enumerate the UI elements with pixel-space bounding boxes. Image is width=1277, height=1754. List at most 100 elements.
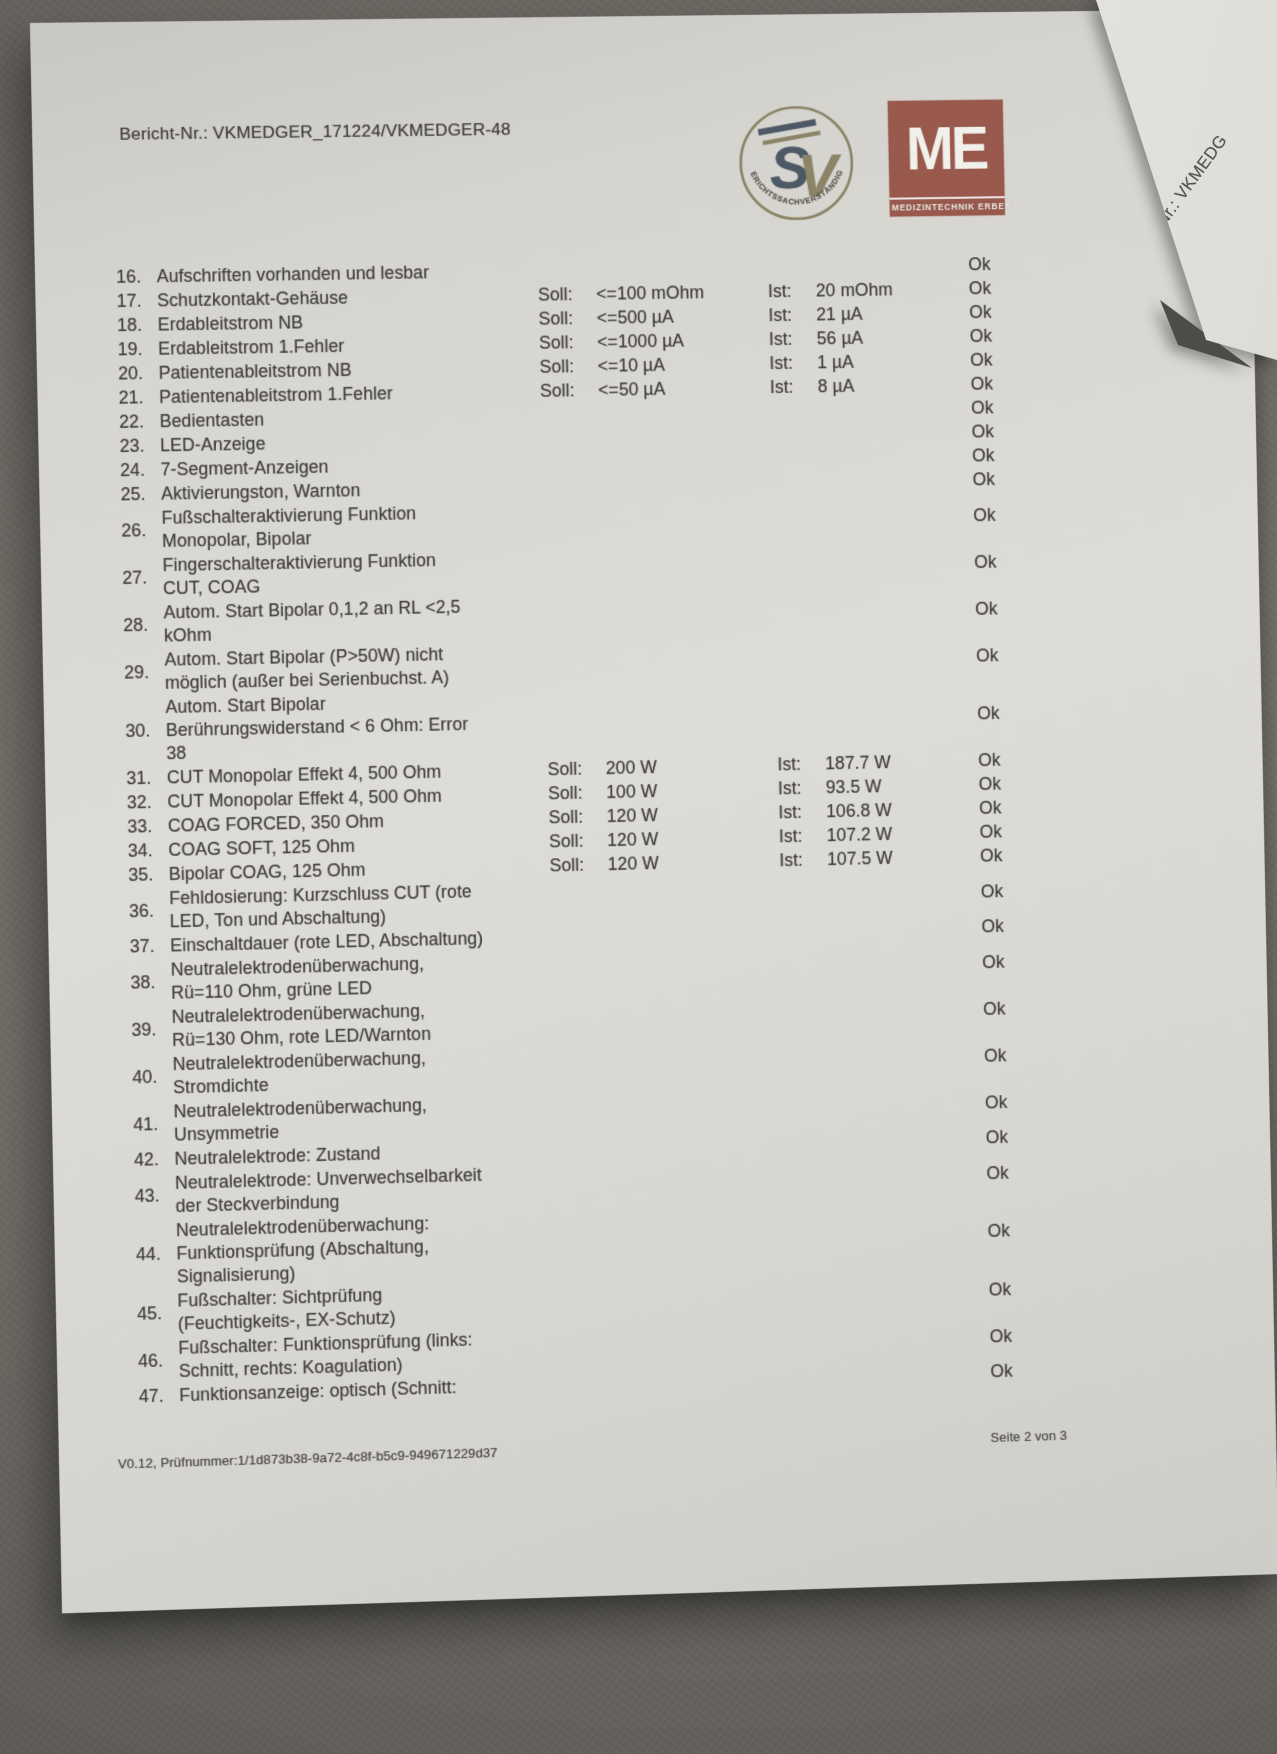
ist-value: 107.2 W: [827, 821, 978, 847]
item-number: 24.: [120, 458, 161, 482]
item-label: Neutralelektrodenüberwachung, Stromdicht…: [172, 1044, 554, 1100]
result-status: Ok: [967, 276, 1037, 300]
soll-key: Soll:: [549, 853, 608, 877]
item-number: 47.: [139, 1384, 180, 1408]
soll-value: <=10 µA: [597, 352, 769, 378]
soll-key: Soll:: [539, 355, 598, 379]
result-status: Ok: [978, 843, 1048, 867]
page-indicator: Seite 2 von 3: [990, 1428, 1067, 1445]
result-status: Ok: [987, 1276, 1057, 1301]
ist-key: [780, 895, 828, 896]
soll-key: [543, 522, 601, 523]
item-number: 35.: [128, 863, 169, 887]
result-status: Ok: [970, 467, 1040, 491]
ist-value: [819, 456, 970, 459]
soll-value: [596, 268, 768, 271]
soll-value: [614, 1179, 786, 1184]
item-number: 34.: [128, 839, 169, 863]
soll-key: [551, 936, 609, 937]
soll-key: [547, 722, 605, 723]
soll-value: <=50 µA: [598, 376, 770, 402]
desk-background: Bericht-Nr.: VKMEDGER_171224/VKMEDGER-48…: [0, 0, 1277, 1754]
soll-key: [550, 900, 608, 901]
ist-value: [820, 480, 971, 483]
soll-key: Soll:: [547, 757, 606, 781]
item-number: 26.: [121, 518, 162, 542]
ist-key: [782, 966, 830, 967]
result-status: Ok: [971, 503, 1041, 527]
item-label: Neutralelektrodenüberwachung: Funktionsp…: [176, 1209, 558, 1289]
checklist: 16. Aufschriften vorhanden und lesbar Ok…: [116, 251, 1149, 1408]
item-label: Neutralelektrodenüberwachung, Rü=110 Ohm…: [171, 950, 553, 1005]
ist-value: [833, 1138, 984, 1142]
ist-key: Ist:: [779, 824, 827, 848]
result-status: Ok: [966, 252, 1036, 276]
soll-value: [610, 967, 782, 971]
soll-value: 120 W: [607, 849, 779, 876]
ist-value: [815, 265, 966, 267]
soll-key: Soll:: [538, 283, 597, 307]
ist-value: 20 mOhm: [816, 277, 967, 302]
ist-key: Ist:: [769, 351, 817, 375]
result-status: Ok: [976, 748, 1046, 772]
result-status: Ok: [988, 1323, 1058, 1348]
soll-value: [602, 566, 774, 569]
soll-value: [604, 660, 776, 663]
item-number: 21.: [118, 386, 159, 410]
result-status: Ok: [988, 1358, 1058, 1383]
soll-value: 120 W: [607, 825, 779, 852]
ist-key: [771, 459, 819, 460]
ist-key: [789, 1341, 837, 1342]
item-label: Autom. Start Bipolar 0,1,2 an RL <2,5 kO…: [163, 594, 545, 648]
ist-key: [783, 1013, 831, 1014]
soll-key: Soll:: [548, 781, 607, 805]
soll-value: 100 W: [606, 777, 778, 804]
page-footer: V0.12, Prüfnummer:1/1d873b38-9a72-4c8f-b…: [118, 1428, 1067, 1472]
item-number: 27.: [122, 566, 163, 590]
ist-key: [790, 1376, 838, 1377]
soll-key: [538, 270, 596, 271]
item-number: 38.: [130, 970, 171, 994]
result-status: Ok: [969, 396, 1039, 420]
item-number: 44.: [136, 1242, 177, 1266]
item-number: 16.: [116, 265, 157, 289]
soll-value: [611, 1014, 783, 1018]
item-number: 42.: [134, 1148, 175, 1172]
item-number: 28.: [123, 613, 164, 637]
ist-value: [832, 1103, 983, 1107]
ist-value: [831, 1056, 982, 1060]
item-label: Autom. Start Bipolar Berührungswiderstan…: [165, 688, 547, 765]
ist-value: 56 µA: [817, 325, 968, 350]
ist-key: Ist:: [778, 776, 826, 800]
item-number: 46.: [138, 1348, 179, 1372]
ist-value: 1 µA: [817, 349, 968, 374]
ist-value: [820, 515, 971, 518]
soll-value: [599, 412, 771, 415]
item-number: 17.: [116, 289, 157, 313]
item-number: 43.: [135, 1183, 176, 1207]
soll-key: [542, 462, 600, 463]
ist-key: Ist:: [769, 327, 817, 351]
result-status: Ok: [968, 372, 1038, 396]
ist-value: [834, 1173, 985, 1177]
ist-key: [771, 435, 819, 436]
soll-value: [616, 1295, 788, 1300]
ist-value: 93.5 W: [826, 773, 977, 799]
ist-value: [824, 714, 975, 717]
item-label: Neutralelektrodenüberwachung, Rü=130 Ohm…: [171, 997, 553, 1053]
soll-value: [608, 896, 780, 900]
soll-value: [605, 718, 777, 722]
ist-value: [823, 656, 974, 659]
ist-key: [777, 717, 825, 718]
report-number: Bericht-Nr.: VKMEDGER_171224/VKMEDGER-48: [119, 120, 511, 145]
soll-key: [558, 1300, 616, 1302]
soll-value: 200 W: [606, 753, 778, 780]
item-number: 19.: [117, 338, 158, 362]
soll-key: [560, 1383, 618, 1385]
soll-key: Soll:: [548, 805, 607, 829]
result-status: Ok: [980, 949, 1050, 974]
me-logo: ME MEDIZINTECHNIK ERBER: [888, 100, 1005, 217]
ist-key: [786, 1177, 834, 1178]
item-number: 41.: [133, 1112, 174, 1136]
item-number: 36.: [129, 899, 170, 923]
